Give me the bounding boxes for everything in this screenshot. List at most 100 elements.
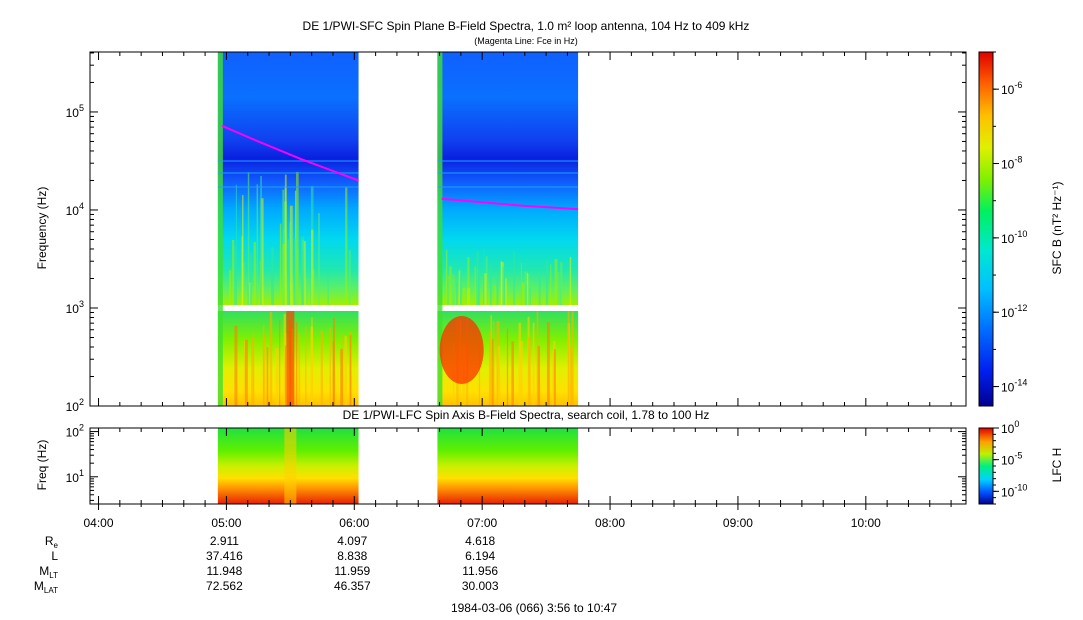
sfc-lowfreq-streak (295, 322, 298, 406)
time-tick-label: 08:00 (595, 516, 625, 530)
sfc-emission-streak (505, 278, 507, 305)
sfc-lowfreq-streak (553, 349, 556, 406)
tick-exponent: 4 (79, 201, 84, 211)
sfc-emission-streak (529, 288, 531, 305)
ephemeris-row-label: L (51, 549, 58, 563)
sfc-emission-streak (569, 257, 572, 305)
time-tick-label: 09:00 (723, 516, 753, 530)
sfc-emission-streak (296, 171, 299, 305)
sfc-lowfreq-streak (251, 337, 254, 406)
ephemeris-value: 4.618 (465, 534, 495, 548)
tick-exponent: 3 (79, 299, 84, 309)
sfc-lowfreq-streak (571, 350, 573, 406)
sfc-emission-streak (449, 266, 452, 305)
ephemeris-value: 72.562 (206, 579, 243, 593)
sfc-lowfreq-streak (262, 334, 266, 406)
sfc-interference-line (437, 172, 579, 174)
sfc-plot-frame (89, 51, 967, 407)
ephemeris-value: 46.357 (334, 579, 371, 593)
sfc-emission-streak (489, 263, 492, 305)
ephemeris-label-base: M (34, 579, 44, 593)
sfc-spectrogram (217, 52, 579, 406)
sfc-emission-streak (500, 260, 502, 305)
sfc-emission-streak (458, 270, 460, 305)
sfc-emission-streak (445, 250, 448, 305)
tick-exponent: 2 (79, 423, 84, 433)
sfc-emission-streak (522, 282, 525, 305)
tick-exponent: 1 (79, 468, 84, 478)
tick-base: 10 (1001, 158, 1015, 172)
sfc-lowfreq-streak (488, 331, 492, 406)
sfc-emission-streak (467, 257, 470, 305)
sfc-colorbar-tick-label: 10-12 (1001, 303, 1027, 320)
sfc-lowfreq-streak (506, 328, 509, 406)
tick-exponent: -5 (1014, 451, 1022, 461)
sfc-lowfreq-streak (244, 339, 248, 406)
sfc-lowfreq-streak (275, 347, 279, 406)
sfc-emission-streak (545, 261, 549, 305)
sfc-emission-streak (478, 269, 481, 305)
sfc-lowfreq-streak (284, 345, 287, 406)
sfc-edge-strip (217, 52, 223, 406)
sfc-lowfreq-streak (552, 350, 554, 406)
sfc-lowfreq-streak (567, 311, 570, 406)
sfc-interference-line (437, 186, 579, 188)
sfc-interference-line (437, 160, 579, 162)
tick-base: 10 (1001, 422, 1015, 436)
ephemeris-label-base: R (45, 534, 54, 548)
sfc-emission-streak (550, 264, 552, 305)
lfc-colorbar-label: LFC H (1050, 448, 1064, 483)
ephemeris-value: 2.911 (210, 534, 239, 548)
sfc-emission-streak (524, 271, 528, 305)
sfc-lowfreq-streak (253, 332, 255, 406)
ephemeris-value: 6.194 (465, 549, 495, 563)
sfc-lowfreq-streak (311, 317, 313, 406)
sfc-lowfreq-streak (332, 340, 335, 406)
sfc-emission-streak (348, 250, 351, 305)
sfc-lowfreq-streak (269, 312, 273, 406)
sfc-emission-streak (260, 198, 264, 305)
sfc-emission-streak (303, 241, 306, 305)
sfc-emission-streak (483, 249, 485, 305)
lfc-title: DE 1/PWI-LFC Spin Axis B-Field Spectra, … (343, 408, 710, 422)
sfc-lowfreq-streak (244, 340, 246, 406)
lfc-burst (284, 428, 297, 504)
ephemeris-value: 4.097 (337, 534, 367, 548)
sfc-emission-streak (513, 251, 516, 305)
sfc-colorbar-label: SFC B (nT² Hz⁻¹) (1050, 182, 1064, 275)
main-subtitle: (Magenta Line: Fce in Hz) (474, 36, 578, 46)
sfc-emission-streak (306, 278, 308, 305)
sfc-lowfreq-streak (305, 326, 307, 406)
sfc-emission-streak (526, 272, 529, 305)
sfc-lowfreq-streak (520, 341, 523, 406)
sfc-emission-streak (247, 283, 249, 305)
sfc-ytick-label: 102 (66, 397, 84, 414)
sfc-lowfreq-streak (511, 341, 514, 406)
sfc-lowfreq-streak (491, 339, 494, 406)
ephemeris-label-subscript: LT (49, 571, 58, 580)
sfc-colorbar-tick-label: 10-10 (1001, 229, 1027, 246)
sfc-emission-streak (293, 238, 297, 305)
sfc-lowfreq-streak (532, 322, 535, 406)
sfc-emission-streak (256, 184, 259, 305)
ephemeris-row-label: MLT (39, 564, 58, 580)
sfc-emission-streak (234, 246, 236, 305)
sfc-colorbar-tick-label: 10-6 (1001, 80, 1022, 97)
sfc-ytick-label: 104 (66, 201, 84, 218)
sfc-emission-streak (502, 266, 506, 305)
sfc-emission-streak (247, 172, 250, 305)
sfc-lowfreq-streak (329, 327, 331, 406)
sfc-emission-streak (318, 213, 320, 305)
sfc-lowfreq-streak (518, 322, 522, 406)
sfc-colorbar (978, 51, 994, 407)
tick-base: 10 (66, 426, 80, 440)
sfc-colorbar-tick-label: 10-8 (1001, 155, 1022, 172)
tick-base: 10 (66, 471, 80, 485)
tick-base: 10 (1001, 381, 1015, 395)
sfc-emission-streak (447, 278, 449, 305)
sfc-lowfreq-streak (344, 335, 347, 406)
sfc-emission-streak (452, 278, 455, 305)
lfc-colorbar (978, 427, 994, 505)
sfc-lowfreq-streak (266, 347, 269, 406)
sfc-emission-streak (496, 277, 499, 305)
